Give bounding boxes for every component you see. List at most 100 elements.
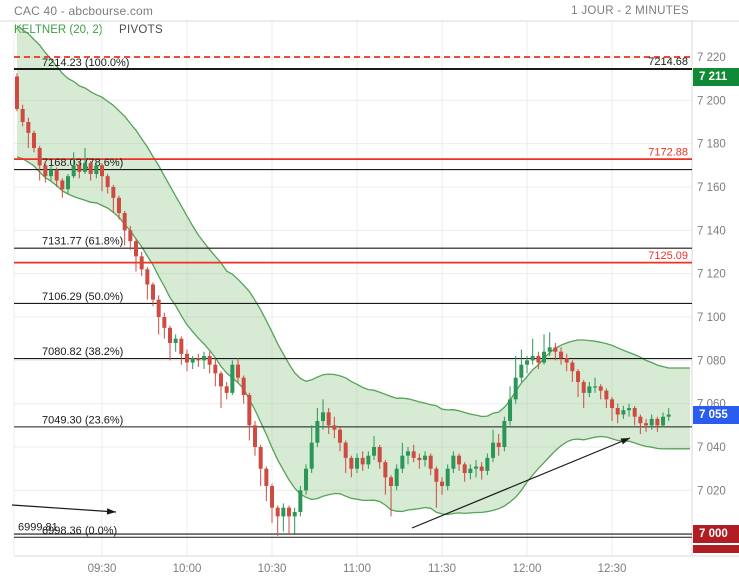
candle-down: [598, 386, 603, 391]
candle-up: [309, 442, 314, 469]
candle-up: [445, 468, 450, 487]
candle-down: [564, 358, 569, 363]
candle-down: [54, 169, 59, 181]
candle-down: [207, 356, 212, 365]
candle-up: [508, 399, 513, 422]
y-axis-label: 7 140: [697, 225, 726, 237]
candle-down: [326, 412, 331, 426]
x-axis-label: 11:00: [343, 563, 371, 575]
candle-down: [270, 486, 275, 508]
candle-down: [168, 327, 173, 344]
level-label: 7214.23 (100.0%): [42, 57, 129, 69]
candle-down: [179, 338, 184, 354]
x-axis-label: 12:00: [513, 563, 542, 575]
candle-down: [247, 395, 252, 426]
candle-down: [253, 425, 258, 448]
candle-down: [219, 373, 224, 387]
candle-up: [94, 165, 99, 175]
candle-up: [173, 338, 178, 344]
candle-down: [411, 451, 416, 458]
candle-down: [615, 408, 620, 415]
legend-item-keltner[interactable]: KELTNER (20, 2): [14, 24, 103, 36]
candle-down: [88, 163, 93, 175]
candle-down: [224, 386, 229, 393]
arrow-head: [620, 438, 630, 445]
x-axis-label: 10:00: [173, 563, 202, 575]
level-label: 7125.09: [648, 250, 688, 262]
y-axis-label: 7 120: [697, 269, 726, 281]
candle-down: [417, 457, 422, 461]
candle-up: [627, 408, 632, 411]
y-axis-label: 7 020: [697, 485, 726, 497]
arrow-line: [411, 437, 631, 529]
candle-down: [122, 213, 127, 231]
candle-up: [542, 351, 547, 363]
candle-up: [525, 360, 530, 365]
candle-down: [536, 356, 541, 363]
candle-down: [632, 408, 637, 417]
candle-down: [236, 364, 241, 378]
level-label: 7168.03 (78.6%): [42, 157, 123, 169]
candle-down: [275, 507, 280, 517]
candle-down: [196, 358, 201, 361]
price-badge: [693, 545, 739, 553]
candle-up: [372, 447, 377, 456]
candle-up: [304, 468, 309, 491]
candle-up: [49, 169, 54, 177]
arrow-line: [11, 504, 117, 513]
candle-down: [241, 377, 246, 396]
candle-up: [315, 421, 320, 443]
keltner-fill: [17, 25, 690, 515]
level-label: 6998.36 (0.0%): [42, 525, 117, 537]
level-label: 7080.82 (38.2%): [42, 346, 123, 358]
candle-down: [655, 418, 660, 426]
candle-up: [321, 412, 326, 422]
candle-down: [604, 390, 609, 400]
x-axis-label: 11:30: [428, 563, 456, 575]
x-axis-label: 10:30: [258, 563, 287, 575]
candle-up: [394, 468, 399, 487]
candle-down: [258, 447, 263, 469]
candle-down: [162, 317, 167, 328]
candle-up: [281, 507, 286, 517]
candle-down: [581, 382, 586, 393]
candle-up: [71, 165, 76, 177]
candle-up: [230, 364, 235, 393]
candle-down: [264, 468, 269, 487]
candle-up: [423, 455, 428, 461]
level-label: 7172.88: [648, 147, 688, 159]
candle-down: [26, 122, 31, 133]
candle-down: [117, 197, 122, 214]
candle-down: [287, 507, 292, 517]
candle-down: [156, 299, 161, 318]
candle-up: [451, 455, 456, 469]
candle-up: [355, 457, 360, 469]
candle-up: [66, 176, 71, 190]
candle-down: [638, 416, 643, 424]
candle-down: [360, 457, 365, 465]
candle-down: [111, 187, 116, 198]
candle-down: [213, 364, 218, 374]
candle-up: [298, 490, 303, 513]
y-axis-label: 7 220: [697, 52, 726, 64]
candle-up: [513, 377, 518, 400]
x-axis-label: 09:30: [88, 563, 117, 575]
candle-down: [389, 477, 394, 487]
candle-down: [479, 466, 484, 471]
level-lines: 7214.68 7214.23 (100.0%) 7172.88 7168.03 (7…: [14, 56, 692, 538]
grid-lines: [14, 21, 692, 556]
y-axis-label: 7 100: [697, 312, 726, 324]
candle-up: [406, 451, 411, 456]
candle-down: [570, 362, 575, 372]
candle-down: [20, 109, 25, 123]
candle-up: [83, 163, 88, 172]
candle-down: [553, 347, 558, 352]
candles: [15, 73, 671, 536]
axis-labels: 7 220 7 200 7 180 7 160 7 140 7 120 7 100 7 080…: [88, 52, 726, 575]
candle-up: [519, 364, 524, 378]
legend-item-pivots[interactable]: PIVOTS: [119, 24, 163, 36]
candle-down: [151, 284, 156, 300]
candle-up: [468, 468, 473, 474]
